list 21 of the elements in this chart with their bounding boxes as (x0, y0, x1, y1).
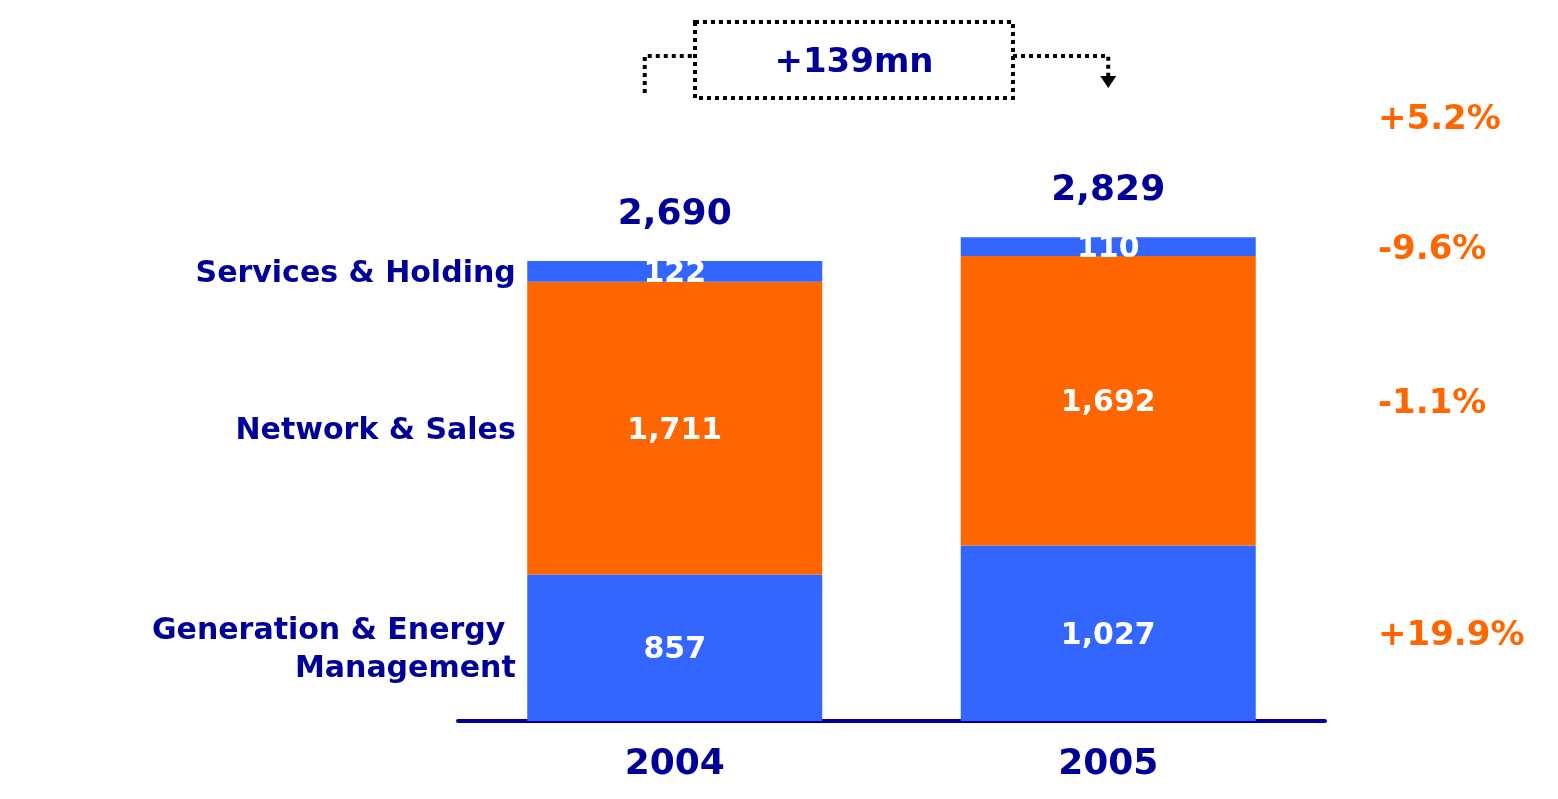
data-label: 1,027 (1060, 615, 1156, 651)
total-label: 2,829 (1051, 166, 1166, 208)
text: -1.1% (1378, 380, 1487, 421)
text: +19.9% (1378, 613, 1525, 654)
text: -9.6% (1378, 226, 1487, 267)
text: +5.2% (1378, 97, 1501, 138)
series-label: Services & Holding (195, 253, 516, 289)
data-label: 1,692 (1060, 383, 1156, 419)
total-label: 2,690 (617, 190, 732, 232)
bar (527, 281, 823, 575)
series-label: Generation & Energy Management (151, 611, 516, 685)
x-tick-label: 2004 (624, 740, 725, 782)
bar (960, 237, 1256, 257)
data-label: 1,711 (627, 410, 723, 446)
bar (527, 261, 823, 282)
data-label: 857 (643, 630, 707, 666)
x-tick-label: 2005 (1058, 740, 1159, 782)
text: +139mn (774, 40, 934, 80)
data-label: 122 (643, 253, 707, 289)
series-label: Network & Sales (235, 410, 516, 446)
bar (960, 256, 1256, 546)
